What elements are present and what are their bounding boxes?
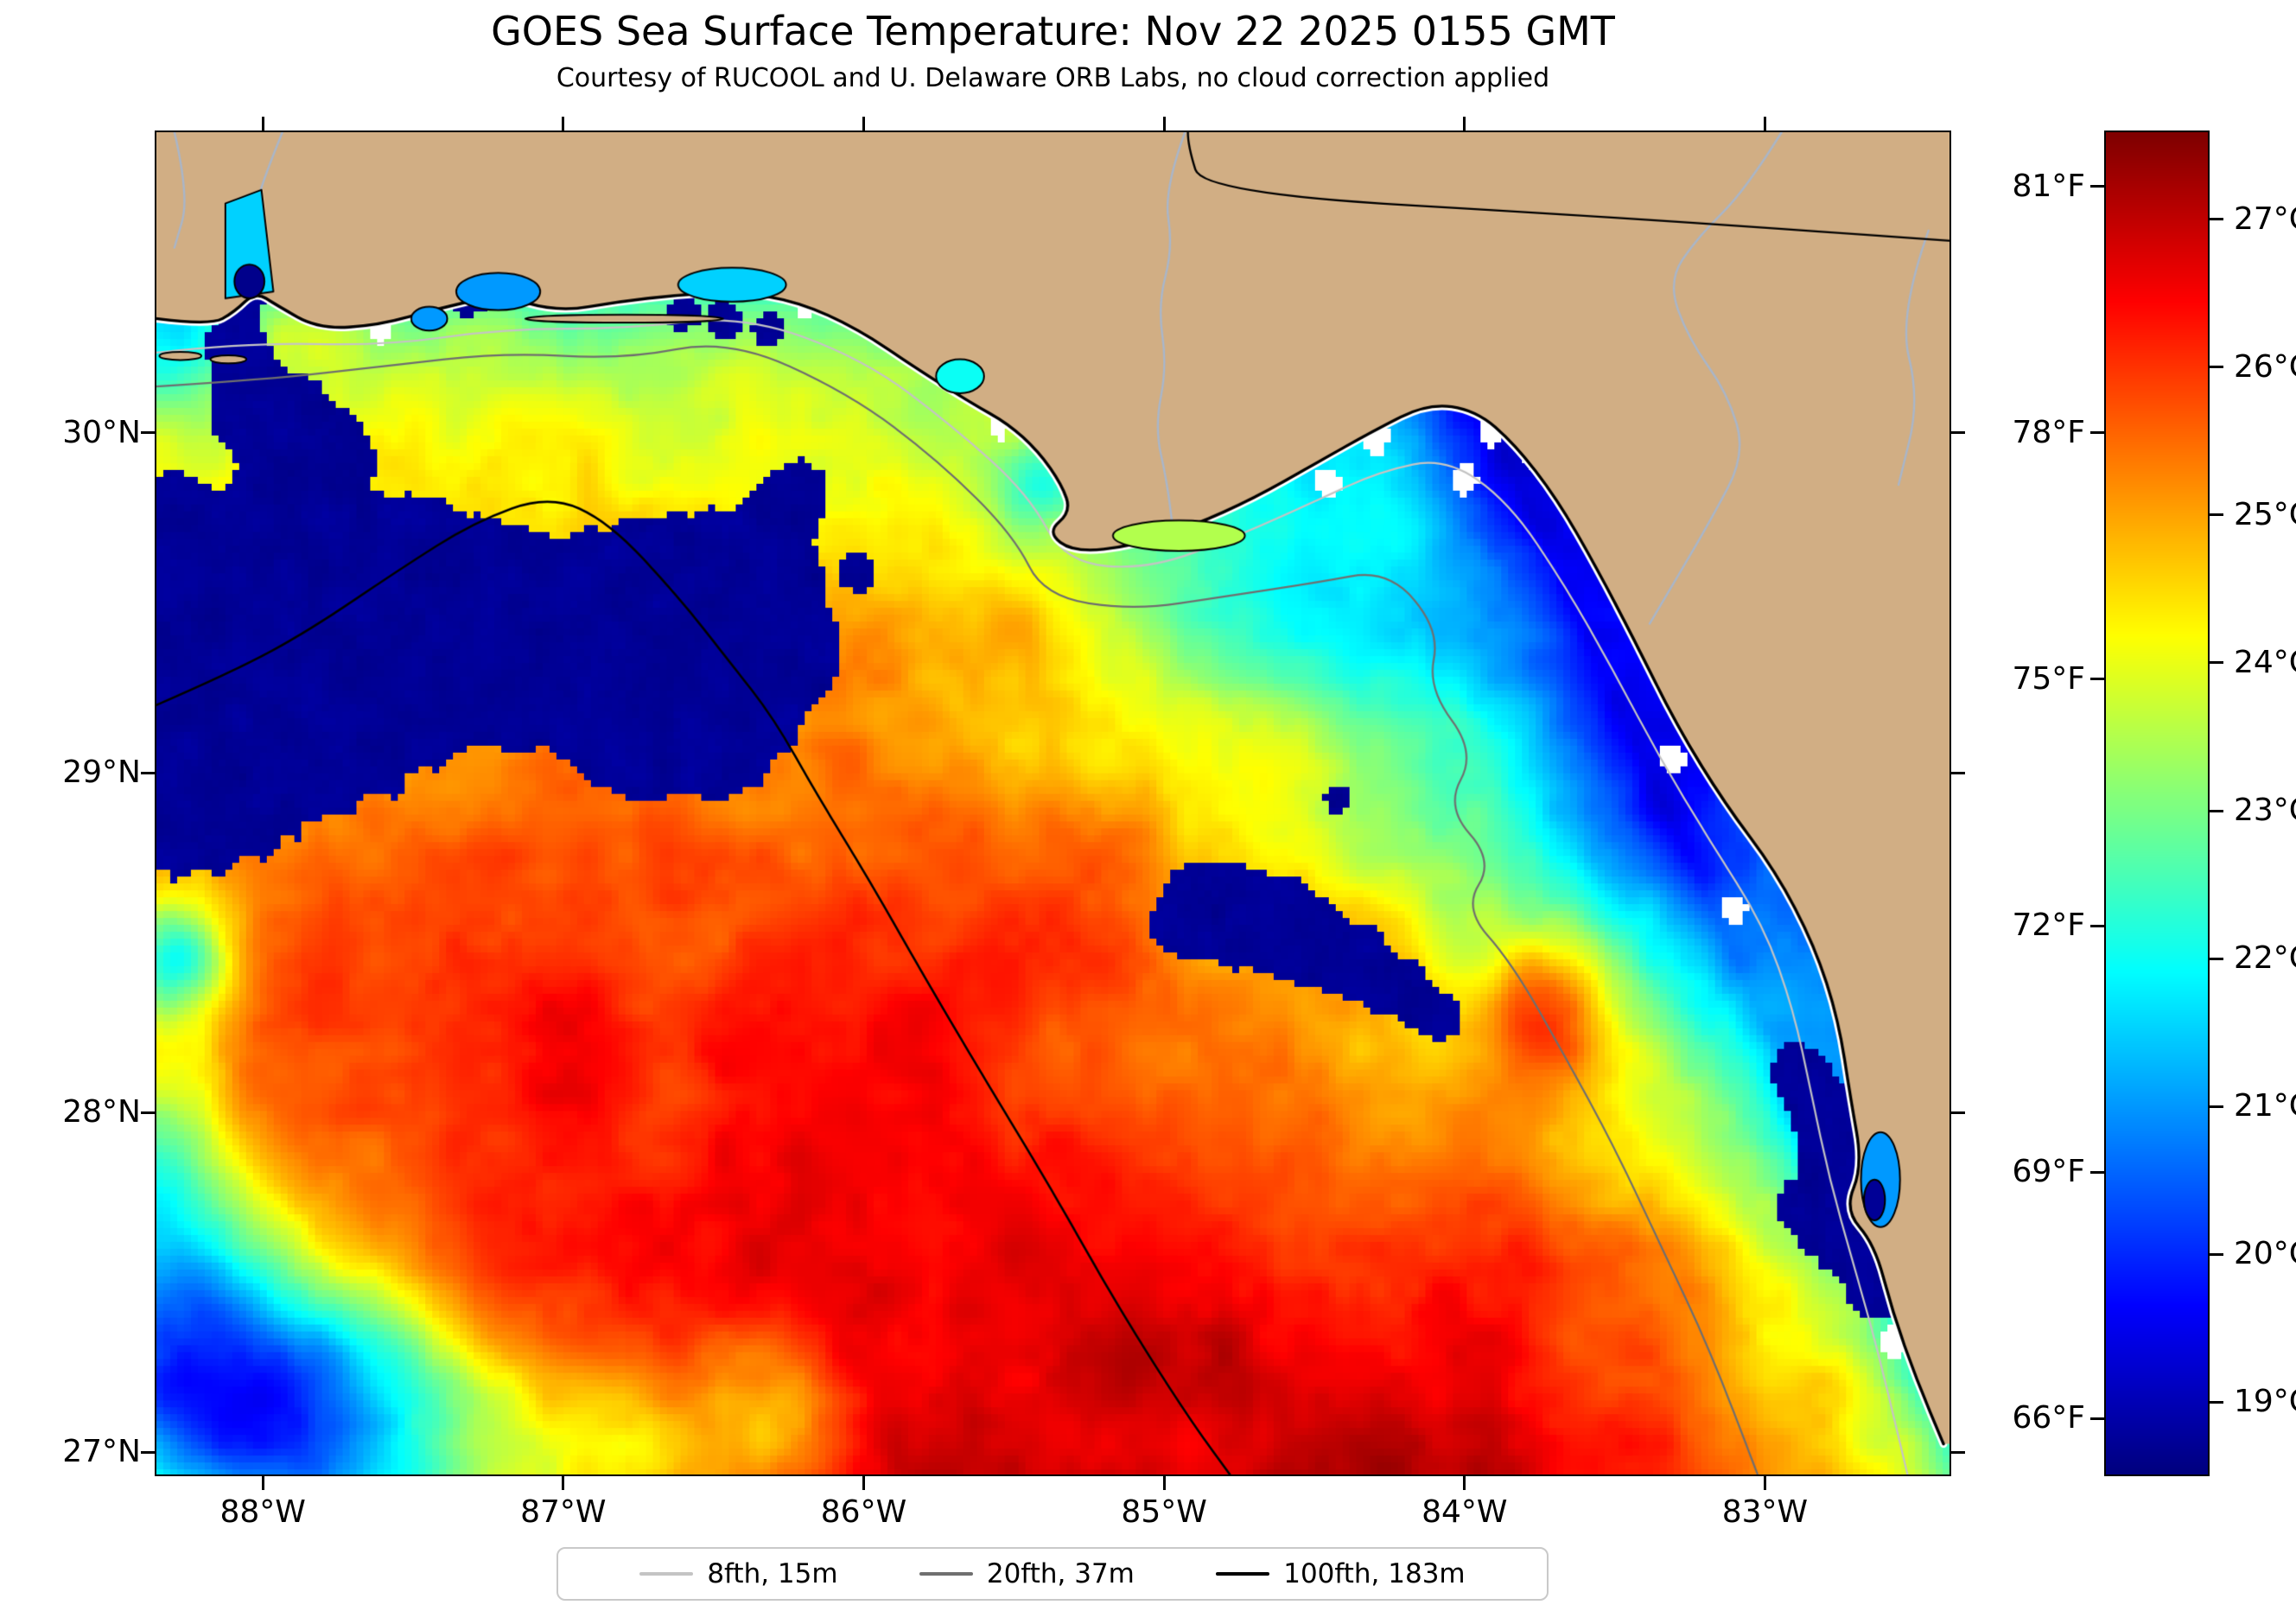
legend-item-8fth: 8fth, 15m bbox=[639, 1558, 838, 1589]
colorbar-f-label: 72°F bbox=[2012, 908, 2085, 944]
x-tick-mark-top bbox=[1162, 117, 1166, 131]
colorbar-f-tick-mark bbox=[2090, 924, 2104, 927]
colorbar-f-tick-mark bbox=[2090, 185, 2104, 188]
colorbar-c-label: 20°C bbox=[2234, 1236, 2296, 1272]
colorbar-f-tick-mark bbox=[2090, 1417, 2104, 1420]
colorbar-c-tick-mark bbox=[2210, 513, 2223, 517]
legend-item-20fth: 20fth, 37m bbox=[919, 1558, 1135, 1589]
x-tick-mark-top bbox=[1463, 117, 1466, 131]
x-tick-label: 88°W bbox=[219, 1494, 306, 1530]
figure-subtitle: Courtesy of RUCOOL and U. Delaware ORB L… bbox=[556, 63, 1550, 93]
colorbar-c-label: 26°C bbox=[2234, 348, 2296, 385]
x-tick-mark bbox=[562, 1476, 565, 1490]
y-tick-mark-right bbox=[1951, 1450, 1965, 1454]
x-tick-label: 87°W bbox=[520, 1494, 607, 1530]
y-tick-label: 28°N bbox=[62, 1094, 141, 1130]
x-tick-mark bbox=[862, 1476, 865, 1490]
colorbar-f-label: 69°F bbox=[2012, 1154, 2085, 1190]
colorbar-c-tick-mark bbox=[2210, 809, 2223, 812]
colorbar-c-label: 24°C bbox=[2234, 644, 2296, 680]
legend-contour-line-swatch bbox=[1216, 1572, 1270, 1576]
sst-map-canvas bbox=[156, 132, 1949, 1474]
y-tick-label: 27°N bbox=[62, 1434, 141, 1470]
colorbar-f-tick-mark bbox=[2090, 1170, 2104, 1174]
colorbar-c-label: 23°C bbox=[2234, 793, 2296, 829]
y-tick-label: 29°N bbox=[62, 755, 141, 791]
x-tick-label: 85°W bbox=[1121, 1494, 1207, 1530]
y-tick-mark bbox=[141, 1450, 155, 1454]
legend-label: 8fth, 15m bbox=[707, 1558, 838, 1589]
x-tick-mark-top bbox=[862, 117, 865, 131]
colorbar-f-label: 75°F bbox=[2012, 660, 2085, 697]
legend-contour-line-swatch bbox=[639, 1572, 694, 1576]
colorbar-c-label: 25°C bbox=[2234, 496, 2296, 532]
colorbar-c-label: 19°C bbox=[2234, 1384, 2296, 1420]
contour-legend: 8fth, 15m 20fth, 37m 100fth, 183m bbox=[557, 1547, 1549, 1601]
colorbar-f-label: 78°F bbox=[2012, 414, 2085, 450]
colorbar bbox=[2104, 131, 2210, 1476]
colorbar-f-label: 66°F bbox=[2012, 1400, 2085, 1436]
legend-label: 20fth, 37m bbox=[986, 1558, 1135, 1589]
colorbar-c-label: 22°C bbox=[2234, 940, 2296, 977]
y-tick-mark bbox=[141, 771, 155, 774]
colorbar-c-label: 21°C bbox=[2234, 1088, 2296, 1124]
y-tick-label: 30°N bbox=[62, 414, 141, 450]
legend-item-100fth: 100fth, 183m bbox=[1216, 1558, 1466, 1589]
map-frame bbox=[155, 131, 1951, 1476]
x-tick-mark bbox=[261, 1476, 264, 1490]
legend-contour-line-swatch bbox=[919, 1572, 973, 1576]
colorbar-c-tick-mark bbox=[2210, 661, 2223, 665]
x-tick-label: 83°W bbox=[1721, 1494, 1809, 1530]
colorbar-f-tick-mark bbox=[2090, 678, 2104, 681]
colorbar-c-tick-mark bbox=[2210, 1105, 2223, 1108]
y-tick-mark bbox=[141, 1111, 155, 1114]
figure-title: GOES Sea Surface Temperature: Nov 22 202… bbox=[491, 8, 1615, 54]
colorbar-c-tick-mark bbox=[2210, 1400, 2223, 1404]
x-tick-mark bbox=[1463, 1476, 1466, 1490]
legend-label: 100fth, 183m bbox=[1283, 1558, 1466, 1589]
colorbar-f-label: 81°F bbox=[2012, 168, 2085, 204]
colorbar-c-tick-mark bbox=[2210, 218, 2223, 221]
colorbar-gradient bbox=[2106, 132, 2208, 1474]
x-tick-mark bbox=[1763, 1476, 1766, 1490]
x-tick-label: 86°W bbox=[820, 1494, 907, 1530]
x-tick-mark-top bbox=[562, 117, 565, 131]
x-tick-label: 84°W bbox=[1421, 1494, 1508, 1530]
colorbar-c-tick-mark bbox=[2210, 366, 2223, 369]
x-tick-mark-top bbox=[261, 117, 264, 131]
colorbar-c-tick-mark bbox=[2210, 1252, 2223, 1256]
colorbar-c-tick-mark bbox=[2210, 957, 2223, 960]
x-tick-mark bbox=[1162, 1476, 1166, 1490]
x-tick-mark-top bbox=[1763, 117, 1766, 131]
y-tick-mark-right bbox=[1951, 1111, 1965, 1114]
y-tick-mark-right bbox=[1951, 771, 1965, 774]
colorbar-c-label: 27°C bbox=[2234, 201, 2296, 237]
colorbar-f-tick-mark bbox=[2090, 431, 2104, 435]
y-tick-mark-right bbox=[1951, 431, 1965, 435]
y-tick-mark bbox=[141, 431, 155, 435]
